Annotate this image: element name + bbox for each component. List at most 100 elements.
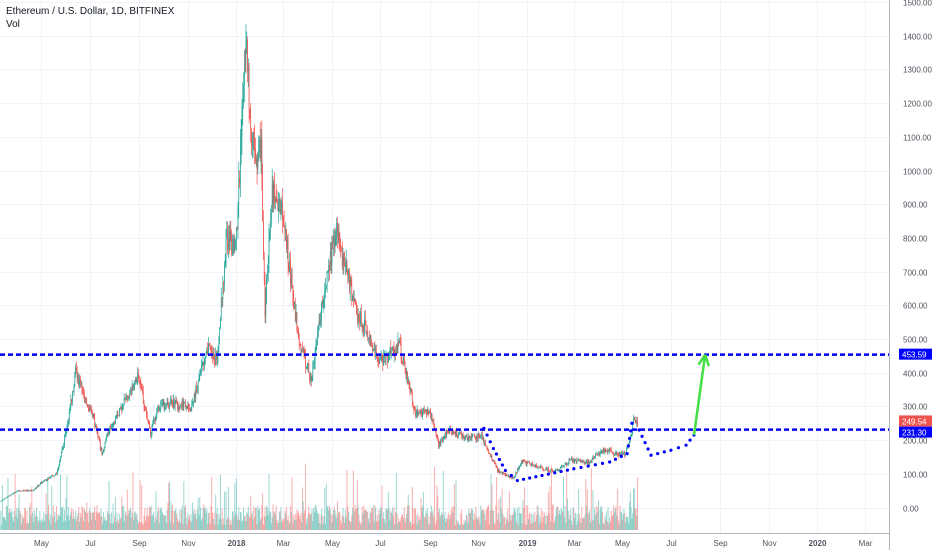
candle-body bbox=[261, 138, 263, 179]
candle-body bbox=[631, 431, 633, 435]
volume-bar bbox=[120, 517, 122, 530]
time-axis[interactable]: May Jul Sep Nov 2018 Mar May Jul Sep Nov 2019 Mar Ma… bbox=[34, 539, 873, 548]
volume-bar bbox=[299, 519, 301, 530]
candle-body bbox=[445, 433, 447, 438]
candle-body bbox=[594, 457, 595, 459]
volume-bar bbox=[574, 518, 576, 530]
price-axis[interactable]: 0.00100.00200.00300.00400.00500.00600.00… bbox=[903, 0, 932, 514]
volume-bar bbox=[274, 514, 276, 530]
volume-bar bbox=[399, 520, 401, 530]
candle-body bbox=[95, 424, 97, 428]
candle-body bbox=[18, 490, 20, 492]
candle-body bbox=[86, 402, 88, 405]
volume-bar bbox=[469, 513, 471, 530]
candle-body bbox=[25, 490, 27, 492]
projection-dot bbox=[509, 473, 513, 478]
candle-body bbox=[87, 404, 88, 408]
candle-body bbox=[281, 201, 283, 210]
candle-body bbox=[275, 198, 277, 200]
volume-bar bbox=[598, 524, 600, 530]
volume-bar bbox=[181, 505, 183, 530]
volume-bar bbox=[578, 489, 580, 530]
volume-bar bbox=[621, 519, 623, 530]
volume-bar bbox=[154, 517, 156, 530]
volume-bar bbox=[305, 463, 307, 530]
candle-body bbox=[411, 388, 412, 392]
volume-bar bbox=[108, 480, 110, 530]
time-tick-label: Mar bbox=[859, 539, 873, 548]
volume-bar bbox=[530, 523, 532, 530]
candle-body bbox=[210, 347, 212, 350]
volume-bar bbox=[625, 516, 627, 530]
candle-body bbox=[230, 231, 232, 235]
projection-dot bbox=[625, 451, 629, 456]
candle-body bbox=[452, 431, 454, 434]
volume-bar bbox=[457, 521, 459, 530]
volume-bar bbox=[464, 522, 466, 530]
candle-body bbox=[186, 406, 188, 409]
volume-bar bbox=[235, 478, 237, 530]
volume-bar bbox=[193, 515, 195, 530]
volume-bar bbox=[582, 517, 584, 530]
candle-body bbox=[547, 468, 548, 471]
candle-body bbox=[55, 473, 57, 476]
volume-bar bbox=[348, 512, 350, 530]
volume-bar bbox=[323, 516, 325, 530]
volume-bar bbox=[17, 517, 19, 530]
candle-body bbox=[413, 405, 415, 411]
volume-bar bbox=[502, 514, 504, 530]
volume-bar bbox=[586, 505, 588, 530]
candle-body bbox=[119, 408, 120, 416]
volume-bar bbox=[539, 523, 541, 530]
horizontal-lines[interactable] bbox=[0, 353, 889, 431]
time-tick-label: 2020 bbox=[809, 539, 827, 548]
candle-body bbox=[203, 361, 205, 365]
candle-body bbox=[482, 437, 484, 439]
symbol-title[interactable]: Ethereum / U.S. Dollar, 1D, BITFINEX bbox=[6, 6, 175, 17]
candle-body bbox=[608, 450, 610, 452]
volume-bar bbox=[262, 492, 264, 530]
volume-bar bbox=[546, 515, 548, 530]
candle-body bbox=[525, 462, 527, 465]
candle-body bbox=[486, 446, 488, 450]
volume-bar bbox=[384, 523, 386, 530]
candle-body bbox=[527, 461, 529, 463]
volume-bar bbox=[11, 511, 13, 530]
candle-body bbox=[163, 401, 165, 409]
volume-bar bbox=[543, 517, 545, 530]
volume-bar bbox=[164, 515, 166, 530]
candle-body bbox=[540, 466, 542, 467]
candle-body bbox=[575, 459, 576, 461]
candle-body bbox=[114, 421, 115, 424]
candle-body bbox=[459, 432, 461, 434]
candle-body bbox=[487, 449, 489, 450]
candle-body bbox=[571, 458, 572, 460]
candle-body bbox=[35, 487, 37, 489]
volume-bar bbox=[1, 485, 3, 530]
volume-bar bbox=[632, 512, 634, 530]
candle-body bbox=[92, 414, 94, 417]
volume-bar bbox=[63, 509, 65, 530]
candle-body bbox=[385, 354, 387, 359]
volume-bar bbox=[105, 520, 107, 530]
candle-body bbox=[308, 363, 310, 374]
volume-bar bbox=[476, 516, 478, 530]
volume-bar bbox=[535, 515, 537, 530]
volume-bar bbox=[157, 506, 159, 530]
volume-bar bbox=[127, 513, 129, 530]
volume-bar bbox=[570, 520, 572, 530]
candle-body bbox=[544, 469, 546, 471]
candle-body bbox=[365, 324, 367, 334]
volume-bar bbox=[160, 507, 162, 530]
volume-bar bbox=[14, 473, 16, 530]
candle-body bbox=[286, 229, 287, 250]
candle-body bbox=[512, 477, 514, 478]
volume-bar bbox=[566, 470, 568, 530]
volume-bar bbox=[344, 522, 346, 530]
volume-bar bbox=[289, 505, 291, 530]
candle-body bbox=[1, 500, 2, 502]
volume-bar bbox=[72, 509, 74, 530]
candle-body bbox=[329, 251, 331, 271]
volume-indicator-label[interactable]: Vol bbox=[6, 19, 20, 30]
